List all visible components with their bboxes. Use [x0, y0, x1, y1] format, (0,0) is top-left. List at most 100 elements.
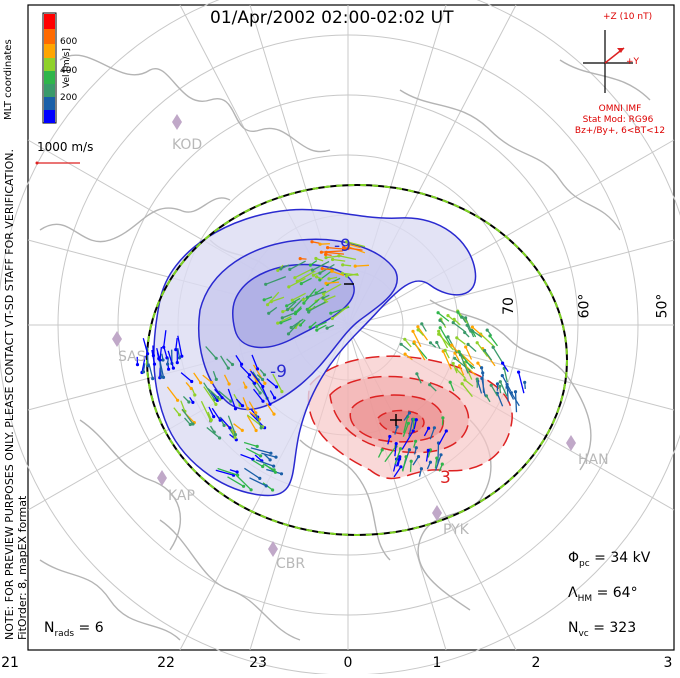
- velocity-vector-origin: [256, 367, 259, 370]
- velocity-vector-origin: [241, 429, 244, 432]
- velocity-vector-origin: [210, 381, 213, 384]
- velocity-vector-origin: [142, 370, 145, 373]
- velocity-vector-origin: [146, 352, 149, 355]
- velocity-vector-origin: [296, 280, 299, 283]
- velocity-vector-origin: [307, 310, 310, 313]
- coordinate-system-label: MLT coordinates: [3, 39, 14, 120]
- velocity-vector-origin: [309, 264, 312, 267]
- velocity-vector-origin: [400, 343, 403, 346]
- velocity-vector-origin: [420, 322, 423, 325]
- velocity-vector-origin: [321, 297, 324, 300]
- velocity-vector-origin: [199, 381, 202, 384]
- velocity-vector-origin: [254, 411, 257, 414]
- velocity-vector-origin: [483, 349, 486, 352]
- velocity-vector-origin: [267, 312, 270, 315]
- velocity-vector-origin: [463, 378, 466, 381]
- velocity-vector-origin: [273, 396, 276, 399]
- velocity-vector-origin: [280, 390, 283, 393]
- velocity-vector-origin: [476, 378, 479, 381]
- station-marker-kod: [172, 114, 182, 130]
- velocity-vector-origin: [153, 363, 156, 366]
- velocity-vector-origin: [327, 277, 330, 280]
- velocity-vector-origin: [326, 246, 329, 249]
- velocity-vector-origin: [157, 357, 160, 360]
- velocity-vector-origin: [160, 375, 163, 378]
- velocity-vector-origin: [476, 362, 479, 365]
- imf-z-label: +Z (10 nT): [603, 12, 652, 22]
- velocity-vector-origin: [324, 282, 327, 285]
- velocity-vector-origin: [193, 393, 196, 396]
- velocity-vector-origin: [219, 419, 222, 422]
- velocity-vector-origin: [471, 326, 474, 329]
- colorbar-tick-200: 200: [60, 93, 77, 103]
- velocity-vector-origin: [492, 346, 495, 349]
- colorbar-tick-600: 600: [60, 37, 77, 47]
- velocity-vector-origin: [259, 454, 262, 457]
- velocity-vector-origin: [275, 385, 278, 388]
- velocity-vector-origin: [523, 381, 526, 384]
- velocity-vector-origin: [218, 436, 221, 439]
- velocity-vector-origin: [428, 383, 431, 386]
- station-kap-label: KAP: [168, 488, 195, 504]
- velocity-vector-origin: [270, 300, 273, 303]
- velocity-vector-origin: [299, 257, 302, 260]
- velocity-vector-origin: [259, 391, 262, 394]
- velocity-vector-origin: [265, 484, 268, 487]
- velocity-vector-origin: [416, 325, 419, 328]
- velocity-vector-origin: [435, 341, 438, 344]
- velocity-vector-origin: [330, 270, 333, 273]
- colorbar-tick-400: 400: [60, 66, 77, 76]
- velocity-vector-origin: [331, 317, 334, 320]
- velocity-vector-origin: [263, 373, 266, 376]
- velocity-vector-origin: [302, 298, 305, 301]
- velocity-vector-origin: [439, 326, 442, 329]
- velocity-vector-origin: [315, 329, 318, 332]
- velocity-vector: [457, 338, 466, 345]
- velocity-vector-origin: [395, 442, 398, 445]
- station-pyk-label: PYK: [443, 522, 469, 538]
- velocity-vector-origin: [486, 329, 489, 332]
- velocity-vector-origin: [287, 285, 290, 288]
- velocity-vector-origin: [413, 340, 416, 343]
- velocity-vector-origin: [189, 423, 192, 426]
- velocity-vector-origin: [234, 436, 237, 439]
- velocity-vector-origin: [488, 334, 491, 337]
- velocity-vector-origin: [190, 387, 193, 390]
- velocity-vector-origin: [269, 452, 272, 455]
- velocity-vector: [411, 461, 412, 472]
- velocity-vector-origin: [420, 467, 423, 470]
- velocity-vector-origin: [506, 386, 509, 389]
- velocity-vector-origin: [268, 403, 271, 406]
- velocity-colorbar: [43, 13, 56, 123]
- velocity-vector-origin: [288, 268, 291, 271]
- velocity-vector-origin: [501, 362, 504, 365]
- velocity-vector-origin: [191, 422, 194, 425]
- velocity-vector-origin: [209, 419, 212, 422]
- velocity-vector-origin: [461, 316, 464, 319]
- velocity-vector-origin: [408, 411, 411, 414]
- velocity-vector-origin: [324, 253, 327, 256]
- velocity-vector-origin: [260, 426, 263, 429]
- velocity-vector-origin: [314, 257, 317, 260]
- velocity-vector-origin: [244, 386, 247, 389]
- velocity-vector-origin: [446, 335, 449, 338]
- velocity-vector-origin: [231, 363, 234, 366]
- velocity-vector-origin: [176, 361, 179, 364]
- velocity-vector-origin: [261, 400, 264, 403]
- velocity-vector-origin: [227, 367, 230, 370]
- velocity-vector-origin: [341, 263, 344, 266]
- velocity-vector-origin: [441, 463, 444, 466]
- velocity-vector-origin: [228, 382, 231, 385]
- velocity-vector-origin: [437, 311, 440, 314]
- velocity-vector-origin: [315, 325, 318, 328]
- velocity-vector-origin: [452, 362, 455, 365]
- velocity-vector-origin: [276, 269, 279, 272]
- velocity-vector-origin: [321, 267, 324, 270]
- velocity-vector-origin: [253, 382, 256, 385]
- velocity-vector-origin: [480, 377, 483, 380]
- velocity-vector-origin: [514, 390, 517, 393]
- velocity-vector-origin: [449, 381, 452, 384]
- velocity-vector: [516, 392, 517, 413]
- contour-label-pos: 3: [440, 468, 451, 488]
